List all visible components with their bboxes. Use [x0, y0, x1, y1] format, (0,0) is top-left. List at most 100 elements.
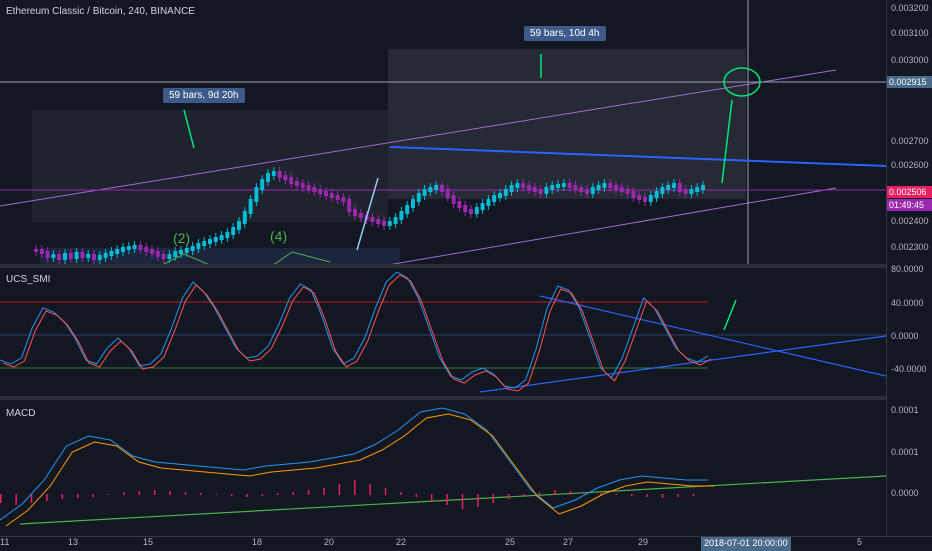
- macd-histogram-bar: [507, 494, 510, 499]
- candle-body: [295, 181, 299, 186]
- candle-body: [556, 184, 560, 188]
- macd-histogram-bar: [215, 494, 217, 495]
- price-chart-svg[interactable]: [0, 0, 886, 264]
- price-scale[interactable]: 0.003200 0.003100 0.003000 0.002915 0.00…: [886, 0, 932, 536]
- candle-body: [637, 195, 642, 200]
- pane-separator[interactable]: [0, 264, 932, 268]
- target-circle: [723, 67, 761, 97]
- time-axis[interactable]: 11 13 15 18 20 22 25 27 29 2018-07-01 20…: [0, 536, 932, 551]
- candle-body: [271, 171, 276, 176]
- candle-body: [126, 246, 131, 250]
- smi-tick: 80.0000: [891, 264, 924, 274]
- candle-body: [573, 185, 578, 190]
- candle-body: [167, 254, 172, 259]
- candle-body: [213, 237, 218, 242]
- candle-body: [544, 187, 549, 194]
- macd-histogram-bar: [477, 494, 479, 507]
- candle-body: [677, 183, 682, 192]
- macd-histogram-bar: [492, 494, 495, 503]
- candle-body: [121, 247, 125, 252]
- macd-histogram-bar: [600, 493, 602, 495]
- candle-body: [289, 177, 294, 184]
- channel-upper-line: [0, 69, 837, 207]
- candle-body: [318, 189, 323, 194]
- candle-body: [86, 254, 91, 258]
- macd-histogram-bar: [631, 494, 633, 496]
- pane-separator[interactable]: [0, 396, 932, 400]
- time-tick: 29: [638, 537, 649, 547]
- macd-histogram-bar: [461, 494, 464, 509]
- candle-body: [585, 189, 589, 194]
- candle-body: [422, 189, 427, 196]
- time-tick: 13: [68, 537, 79, 547]
- candle-body: [260, 179, 265, 190]
- macd-tick: 0.0000: [891, 488, 919, 498]
- candle-body: [451, 195, 456, 204]
- candle-body: [161, 254, 166, 259]
- candle-body: [225, 232, 230, 238]
- macd-pane[interactable]: MACD: [0, 400, 886, 536]
- macd-histogram-bar: [415, 494, 418, 497]
- candle-body: [596, 185, 601, 190]
- candle-body: [103, 253, 108, 258]
- smi-pane[interactable]: UCS_SMI: [0, 268, 886, 396]
- candle-body: [109, 251, 114, 256]
- candle-body: [277, 171, 282, 178]
- macd-histogram-bar: [169, 491, 171, 495]
- macd-tick: 0.0001: [891, 405, 919, 415]
- candle-body: [283, 175, 288, 180]
- candle-body: [672, 183, 676, 188]
- macd-title: MACD: [6, 408, 36, 419]
- candle-body: [39, 249, 44, 254]
- macd-histogram-bar: [200, 493, 202, 495]
- macd-histogram-bar: [46, 494, 48, 501]
- candle-body: [463, 205, 468, 212]
- channel-lower-line: [391, 187, 837, 264]
- macd-histogram-bar: [661, 494, 664, 498]
- candle-body: [590, 187, 595, 194]
- crosshair-time-tag: 2018-07-01 20:00:00: [701, 537, 791, 551]
- candle-body: [521, 183, 526, 188]
- candle-body: [92, 254, 96, 260]
- candle-body: [184, 248, 189, 253]
- candle-body: [155, 251, 160, 257]
- candle-body: [248, 199, 253, 214]
- macd-histogram-bar: [538, 492, 541, 495]
- macd-chart-svg[interactable]: [0, 400, 886, 536]
- candle-body: [335, 195, 340, 200]
- smi-tick: 40.0000: [891, 298, 924, 308]
- macd-line: [0, 407, 708, 521]
- candle-body: [353, 209, 357, 216]
- candle-body: [399, 211, 404, 220]
- candle-body: [57, 254, 62, 260]
- candle-body: [63, 253, 67, 260]
- macd-histogram-bar: [138, 491, 141, 495]
- candle-body: [393, 217, 398, 224]
- candle-body: [387, 221, 392, 226]
- main-price-pane[interactable]: Ethereum Classic / Bitcoin, 240, BINANCE…: [0, 0, 886, 264]
- smi-chart-svg[interactable]: [0, 268, 886, 396]
- candle-body: [300, 183, 305, 188]
- price-tick: 0.003100: [891, 28, 929, 38]
- candle-body: [376, 219, 381, 224]
- candle-body: [695, 187, 700, 192]
- macd-trendline: [19, 475, 886, 525]
- candle-body: [440, 185, 444, 192]
- price-tick: 0.002300: [891, 242, 929, 252]
- measure-label-2: 59 bars, 10d 4h: [524, 26, 606, 41]
- macd-histogram-bar: [446, 494, 448, 505]
- price-tick: 0.002700: [891, 136, 929, 146]
- macd-histogram-bar: [384, 488, 387, 495]
- candle-body: [358, 213, 363, 218]
- wave-triangle: [273, 251, 331, 264]
- candle-body: [579, 187, 584, 192]
- macd-histogram-bar: [569, 491, 571, 495]
- macd-histogram-bar: [92, 494, 94, 497]
- macd-histogram-bar: [307, 490, 310, 495]
- smi-tick: -40.0000: [891, 364, 927, 374]
- candle-body: [173, 251, 178, 257]
- candle-body: [509, 185, 514, 192]
- candle-body: [97, 255, 102, 260]
- price-tick: 0.002600: [891, 160, 929, 170]
